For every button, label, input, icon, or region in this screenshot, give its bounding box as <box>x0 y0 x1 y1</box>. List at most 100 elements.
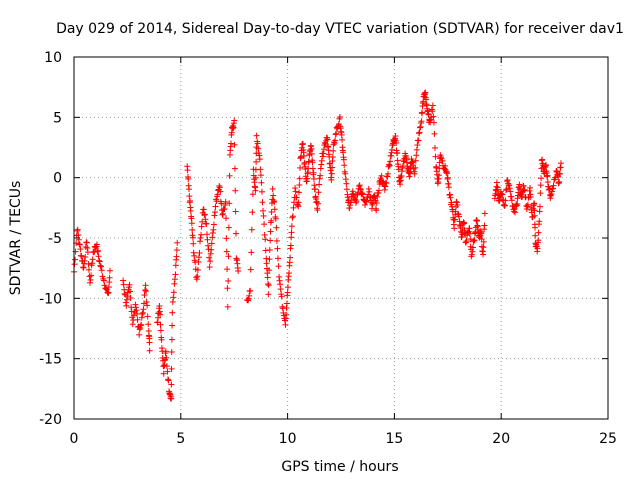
data-point <box>138 321 145 328</box>
data-point <box>77 246 84 253</box>
data-point <box>202 216 209 223</box>
data-point <box>292 188 299 195</box>
data-point <box>141 292 148 299</box>
data-point <box>332 137 339 144</box>
data-point <box>165 377 172 384</box>
data-point <box>189 234 196 241</box>
data-point <box>97 262 104 269</box>
data-point <box>98 263 105 270</box>
data-point <box>341 162 348 169</box>
data-point <box>76 241 83 248</box>
data-point <box>231 141 238 148</box>
data-point <box>105 289 112 296</box>
data-point <box>132 301 139 308</box>
data-point <box>254 140 261 147</box>
data-point <box>123 302 130 309</box>
data-point <box>162 348 169 355</box>
data-point <box>461 220 468 227</box>
data-point <box>293 194 300 201</box>
data-point <box>158 336 165 343</box>
data-point <box>324 136 331 143</box>
data-point <box>432 153 439 160</box>
data-point <box>83 239 90 246</box>
data-point <box>532 232 539 239</box>
data-point <box>160 370 167 377</box>
data-point <box>225 277 232 284</box>
data-point <box>416 129 423 136</box>
data-point <box>470 238 477 245</box>
data-point <box>269 185 276 192</box>
data-point <box>137 322 144 329</box>
data-point <box>526 187 533 194</box>
data-point <box>267 237 274 244</box>
data-point <box>535 237 542 244</box>
data-point <box>274 255 281 262</box>
data-point <box>339 136 346 143</box>
data-point <box>273 237 280 244</box>
data-point <box>143 298 150 305</box>
data-point <box>198 231 205 238</box>
data-point <box>89 260 96 267</box>
data-point <box>126 281 133 288</box>
data-point <box>412 157 419 164</box>
data-point <box>193 276 200 283</box>
data-point <box>305 158 312 165</box>
data-point <box>168 381 175 388</box>
data-point <box>247 287 254 294</box>
data-point <box>199 218 206 225</box>
data-point <box>329 164 336 171</box>
data-point <box>327 167 334 174</box>
data-point <box>283 311 290 318</box>
data-point <box>168 395 175 402</box>
data-point <box>257 166 264 173</box>
data-point <box>222 198 229 205</box>
data-point <box>186 193 193 200</box>
data-point <box>344 194 351 201</box>
data-point <box>195 258 202 265</box>
data-point <box>330 147 337 154</box>
data-point <box>520 183 527 190</box>
data-point <box>356 182 363 189</box>
data-point <box>96 257 103 264</box>
data-point <box>411 170 418 177</box>
data-point <box>169 298 176 305</box>
data-point <box>132 304 139 311</box>
data-point <box>355 189 362 196</box>
data-point <box>453 199 460 206</box>
data-point <box>503 187 510 194</box>
data-point <box>439 157 446 164</box>
data-point <box>201 211 208 218</box>
data-point <box>123 296 130 303</box>
y-tick-label: 5 <box>53 110 62 126</box>
data-point <box>481 222 488 229</box>
data-point <box>120 281 127 288</box>
data-point <box>145 321 152 328</box>
data-point <box>221 206 228 213</box>
data-point <box>264 274 271 281</box>
data-point <box>218 200 225 207</box>
data-point <box>248 226 255 233</box>
data-point <box>210 221 217 228</box>
chart-title: Day 029 of 2014, Sidereal Day-to-day VTE… <box>56 21 624 37</box>
data-point <box>206 254 213 261</box>
data-point <box>106 274 113 281</box>
data-point <box>136 331 143 338</box>
data-point <box>292 185 299 192</box>
data-point <box>253 158 260 165</box>
data-point <box>308 150 315 157</box>
data-point <box>508 193 515 200</box>
data-point <box>87 276 94 283</box>
data-point <box>500 201 507 208</box>
data-point <box>413 152 420 159</box>
data-point <box>456 213 463 220</box>
data-point <box>262 236 269 243</box>
data-point <box>144 313 151 320</box>
data-point <box>462 239 469 246</box>
data-point <box>163 354 170 361</box>
x-axis-label: GPS time / hours <box>281 459 398 475</box>
data-point <box>265 291 272 298</box>
data-point <box>211 212 218 219</box>
data-point <box>548 188 555 195</box>
data-point <box>295 199 302 206</box>
data-point <box>317 172 324 179</box>
